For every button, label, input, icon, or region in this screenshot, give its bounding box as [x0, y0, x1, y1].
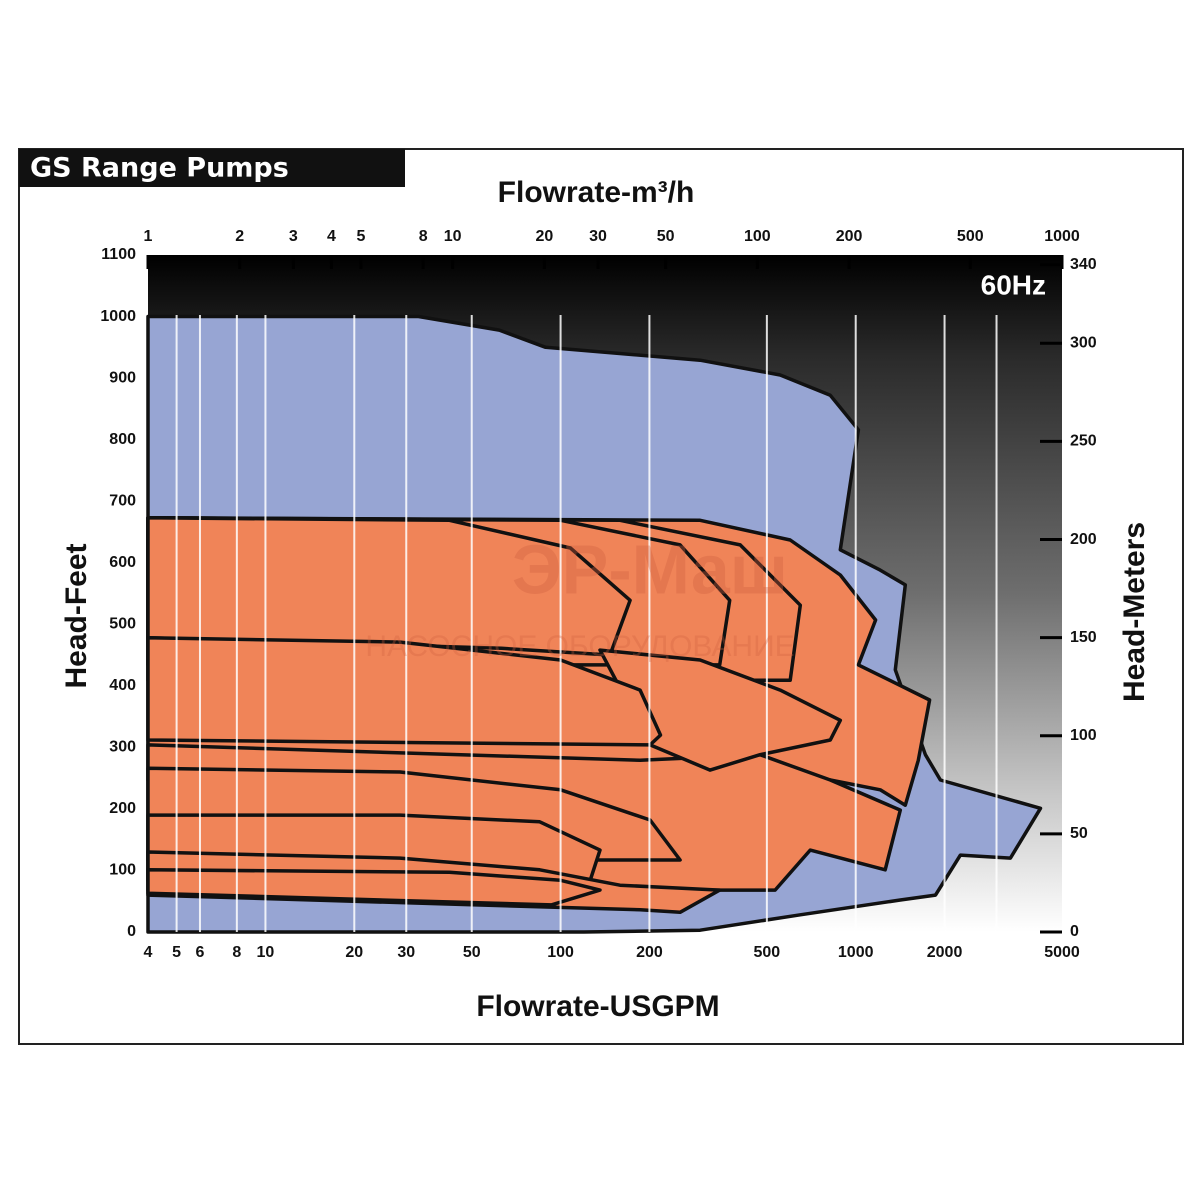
- y-axis-title: Head-Feet: [60, 543, 93, 688]
- y-tick-label: 700: [109, 492, 136, 509]
- y2-tick-label: 200: [1070, 531, 1097, 548]
- title-box: [19, 149, 405, 187]
- x-tick-label: 200: [636, 944, 663, 961]
- y2-tick-label: 300: [1070, 335, 1097, 352]
- y2-tick-label: 340: [1070, 256, 1097, 273]
- y-tick-label: 900: [109, 369, 136, 386]
- y2-tick-label: 100: [1070, 727, 1097, 744]
- x-tick-label: 100: [547, 944, 574, 961]
- x2-tick-label: 8: [419, 228, 428, 245]
- y-tick-label: 200: [109, 800, 136, 817]
- x2-tick-label: 1: [144, 228, 153, 245]
- watermark: НАСОСНОЕ ОБОРУДОВАНИЕ: [365, 630, 794, 663]
- x2-tick-label: 200: [836, 228, 863, 245]
- x-tick-label: 2000: [927, 944, 963, 961]
- x2-tick-label: 1000: [1044, 228, 1080, 245]
- x-tick-label: 10: [257, 944, 275, 961]
- x-tick-label: 5: [172, 944, 181, 961]
- y-tick-label: 500: [109, 615, 136, 632]
- x2-axis-title: Flowrate-m³/h: [498, 176, 695, 209]
- x2-tick-label: 5: [356, 228, 365, 245]
- y-tick-label: 800: [109, 431, 136, 448]
- x-tick-label: 5000: [1044, 944, 1080, 961]
- x2-tick-label: 500: [957, 228, 984, 245]
- y2-tick-label: 250: [1070, 433, 1097, 450]
- x-tick-label: 4: [144, 944, 153, 961]
- x2-tick-label: 2: [235, 228, 244, 245]
- x-tick-label: 30: [397, 944, 415, 961]
- region: [598, 648, 843, 772]
- region: [146, 868, 602, 907]
- x-tick-label: 20: [345, 944, 363, 961]
- chart-title: GS Range Pumps: [30, 153, 289, 184]
- x-tick-label: 1000: [838, 944, 874, 961]
- y-tick-label: 1000: [100, 308, 136, 325]
- y2-tick-label: 150: [1070, 629, 1097, 646]
- y-tick-label: 400: [109, 677, 136, 694]
- y2-tick-label: 0: [1070, 923, 1079, 940]
- y-tick-label: 600: [109, 554, 136, 571]
- y2-tick-label: 50: [1070, 825, 1088, 842]
- y-tick-label: 100: [109, 862, 136, 879]
- x2-tick-label: 100: [744, 228, 771, 245]
- y-tick-label: 1100: [101, 246, 136, 263]
- y-tick-label: 0: [127, 923, 136, 940]
- x2-tick-label: 20: [535, 228, 553, 245]
- x2-tick-label: 4: [327, 228, 336, 245]
- annotation: 60Hz: [981, 269, 1046, 300]
- watermark: ЭР-Маш: [512, 530, 788, 608]
- x-axis-title: Flowrate-USGPM: [476, 990, 719, 1023]
- x2-tick-label: 50: [657, 228, 675, 245]
- x-tick-label: 50: [463, 944, 481, 961]
- y2-axis-title: Head-Meters: [1118, 522, 1151, 702]
- y-tick-label: 300: [109, 739, 136, 756]
- x2-tick-label: 3: [289, 228, 298, 245]
- x-tick-label: 8: [232, 944, 241, 961]
- x-tick-label: 500: [754, 944, 781, 961]
- x-tick-label: 6: [196, 944, 205, 961]
- x2-tick-label: 30: [589, 228, 607, 245]
- x2-tick-label: 10: [444, 228, 462, 245]
